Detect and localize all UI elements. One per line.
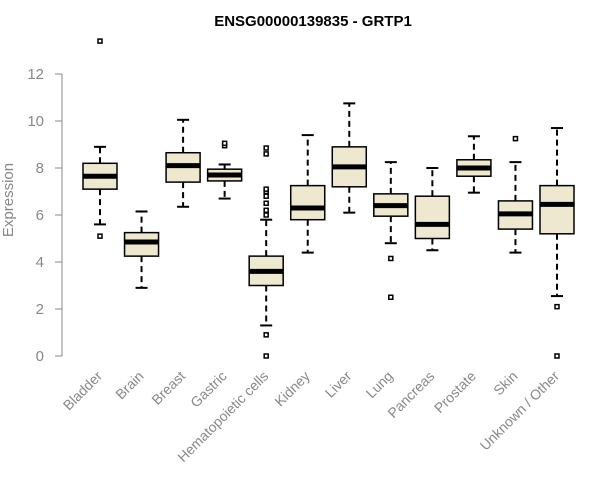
x-tick-label: Breast — [148, 368, 188, 408]
x-tick-label: Brain — [112, 368, 146, 402]
outlier-point — [388, 255, 394, 262]
outlier-point — [263, 145, 269, 151]
box-group — [331, 102, 368, 214]
y-tick-label: 0 — [36, 348, 44, 365]
outlier-point — [97, 38, 103, 44]
box-group — [206, 140, 243, 200]
x-tick-label: Prostate — [431, 368, 479, 416]
y-axis-label: Expression — [0, 163, 17, 237]
outlier-point — [97, 233, 103, 239]
box-group — [373, 161, 409, 300]
box-group — [123, 210, 160, 289]
box-group — [497, 135, 534, 254]
y-tick-label: 12 — [27, 66, 44, 83]
outlier-point — [554, 303, 560, 310]
iqr-box — [289, 184, 326, 221]
outlier-point — [263, 151, 269, 157]
iqr-box — [539, 184, 575, 235]
x-tick-label: Bladder — [60, 368, 106, 414]
outlier-point — [263, 186, 269, 192]
outlier-point — [263, 193, 269, 199]
y-tick-label: 2 — [36, 301, 44, 318]
chart-title: ENSG00000139835 - GRTP1 — [214, 13, 412, 30]
outlier-point — [263, 332, 269, 338]
box-group — [414, 167, 451, 252]
axes: 0 2 4 6 8 10 12 — [27, 66, 63, 365]
y-tick-label: 4 — [36, 254, 44, 271]
x-tick-label: Liver — [322, 368, 355, 401]
outlier-point — [263, 353, 269, 359]
box-group — [456, 135, 492, 194]
x-tick-label: Lung — [363, 368, 396, 401]
outlier-point — [263, 200, 269, 206]
x-tick-label: Kidney — [271, 368, 313, 410]
x-tick-label: Skin — [490, 368, 521, 399]
boxes — [82, 38, 575, 359]
box-group — [248, 145, 284, 359]
outlier-point — [263, 207, 269, 214]
y-tick-label: 6 — [36, 207, 44, 224]
box-group — [289, 134, 326, 254]
box-group — [82, 38, 118, 239]
outlier-point — [512, 135, 519, 142]
outlier-point — [554, 353, 560, 359]
outlier-point — [221, 140, 228, 147]
box-group — [539, 127, 575, 359]
box-group — [165, 118, 201, 208]
y-tick-label: 8 — [36, 160, 44, 177]
outlier-point — [388, 294, 394, 300]
x-tick-label: Unknown / Other — [477, 368, 563, 454]
iqr-box — [414, 195, 451, 240]
outlier-point — [263, 212, 269, 218]
y-tick-label: 10 — [27, 113, 44, 130]
